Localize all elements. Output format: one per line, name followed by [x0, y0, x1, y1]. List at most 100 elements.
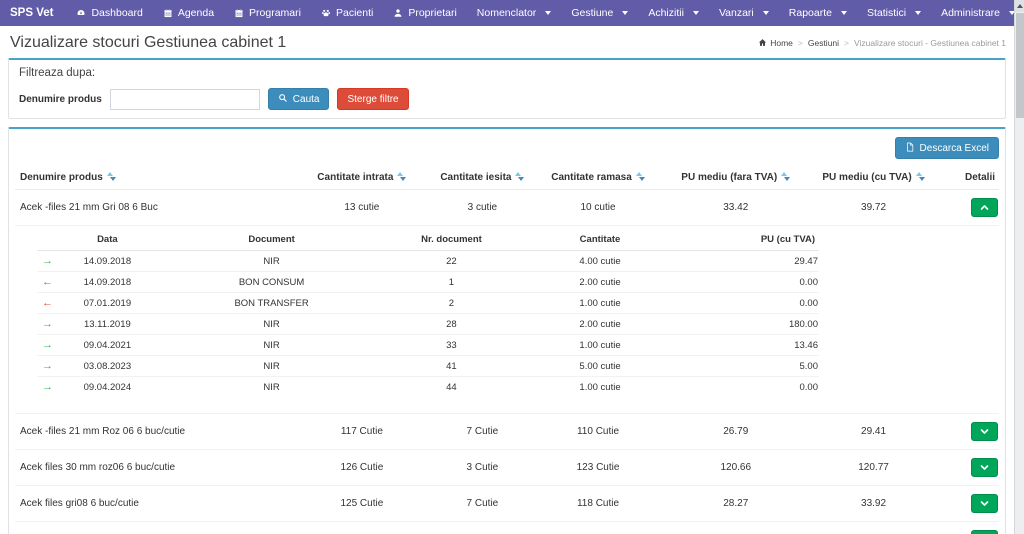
pu-net: 26.79 [654, 413, 817, 450]
column-header-cantitate-iesita[interactable]: Cantitate iesita [423, 166, 542, 190]
clear-filters-button[interactable]: Sterge filtre [337, 88, 409, 110]
qty-in: 13 cutie [300, 189, 424, 226]
direction-column [37, 229, 69, 251]
qty-in: 126 Cutie [300, 449, 424, 486]
column-header-denumire-produs[interactable]: Denumire produs [15, 166, 301, 190]
qty-left: 0 Cutie [541, 521, 655, 534]
breadcrumb-label: Vizualizare stocuri - Gestiunea cabinet … [854, 38, 1006, 48]
main-content: Vizualizare stocuri Gestiunea cabinet 1 … [0, 26, 1014, 534]
qty-out: 3 cutie [423, 189, 542, 226]
navbar-items: Dashboard Agenda Programari Pacienti Proprie… [66, 0, 1024, 26]
brand-logo[interactable]: SPS Vet [10, 7, 54, 19]
movement-qty: 5.00 cutie [506, 355, 694, 377]
sort-icon[interactable] [397, 172, 407, 181]
nav-item-vanzari[interactable]: Vanzari [709, 0, 779, 26]
nav-item-dashboard[interactable]: Dashboard [66, 0, 152, 26]
movement-row: → 09.04.2021 NIR 33 1.00 cutie 13.46 [37, 334, 819, 356]
movement-number: 2 [396, 292, 507, 314]
details-cell [930, 449, 999, 486]
column-header-label: Cantitate intrata [317, 172, 394, 183]
scrollbar-thumb[interactable] [1016, 13, 1024, 118]
movement-document: NIR [263, 255, 280, 267]
column-header-label: PU mediu (cu TVA) [822, 172, 912, 183]
detail-row: Data Document Nr. document Cantitate PU (cu … [15, 225, 999, 414]
sort-icon[interactable] [915, 172, 925, 181]
home-icon [758, 38, 767, 49]
movement-number: 41 [396, 355, 507, 377]
expand-details-button[interactable] [971, 458, 998, 477]
user-icon [393, 8, 403, 18]
search-button[interactable]: Cauta [267, 88, 330, 110]
column-header-pu-mediu-cu-tva[interactable]: PU mediu (cu TVA) [816, 166, 931, 190]
nav-item-gestiune[interactable]: Gestiune [561, 0, 638, 26]
download-excel-button[interactable]: Descarca Excel [894, 137, 999, 159]
breadcrumb-separator: > [797, 38, 803, 48]
nav-item-administrare[interactable]: Administrare [931, 0, 1024, 26]
movement-qty: 1.00 cutie [506, 376, 694, 397]
movement-column-document: Document [146, 229, 397, 251]
page-scrollbar[interactable] [1014, 0, 1024, 534]
qty-left: 110 Cutie [541, 413, 655, 450]
movement-document: NIR [146, 334, 397, 356]
collapse-details-button[interactable] [971, 198, 998, 217]
movement-document: BON TRANSFER [146, 292, 397, 314]
movement-document: NIR [146, 376, 397, 397]
movement-pu: 0.00 [693, 271, 819, 293]
product-name: Acek files25 mm roz06 6 buc/cutie [15, 521, 301, 534]
details-cell [930, 485, 999, 522]
column-header-label: Denumire produs [20, 172, 103, 183]
expand-details-button[interactable] [971, 530, 998, 534]
movement-date: 09.04.2021 [68, 334, 147, 356]
movement-row: → 13.11.2019 NIR 28 2.00 cutie 180.00 [37, 313, 819, 335]
stock-panel: Descarca Excel Denumire produs Cantitate … [8, 127, 1006, 534]
expand-details-button[interactable] [971, 494, 998, 513]
sort-icon[interactable] [635, 172, 645, 181]
movement-qty: 1.00 cutie [506, 292, 694, 314]
table-row: Acek files25 mm roz06 6 buc/cutie 2 Cutie… [15, 521, 999, 534]
breadcrumb-link-home[interactable]: Home [758, 38, 793, 49]
qty-out: 2 Cutie [423, 521, 542, 534]
column-header-cantitate-intrata[interactable]: Cantitate intrata [300, 166, 424, 190]
movement-row: → 14.09.2018 NIR 22 4.00 cutie 29.47 [37, 251, 819, 272]
column-header-label: Detalii [964, 172, 995, 183]
movement-qty: 1.00 cutie [506, 334, 694, 356]
nav-item-programari[interactable]: Programari [224, 0, 311, 26]
calendar-icon [163, 8, 173, 18]
table-row: Acek -files 21 mm Gri 08 6 Buc 13 cutie 3 … [15, 189, 999, 226]
movement-document: BON CONSUM [146, 271, 397, 293]
breadcrumb-link-gestiuni[interactable]: Gestiuni [808, 38, 839, 48]
column-header-pu-mediu-fara-tva[interactable]: PU mediu (fara TVA) [654, 166, 817, 190]
nav-item-rapoarte[interactable]: Rapoarte [779, 0, 857, 26]
movement-qty: 2.00 cutie [506, 313, 694, 335]
pu-gross: 120.77 [816, 449, 931, 486]
expand-details-button[interactable] [971, 422, 998, 441]
product-name-input[interactable] [109, 88, 260, 110]
filter-row: Denumire produs Cauta Sterge filtre [19, 88, 995, 110]
nav-item-achizitii[interactable]: Achizitii [638, 0, 709, 26]
search-icon [278, 93, 288, 106]
arrow-right-in-icon: → [42, 380, 53, 393]
sort-icon[interactable] [781, 172, 791, 181]
movement-pu: 29.47 [794, 255, 818, 267]
stock-table-body: Acek -files 21 mm Gri 08 6 Buc 13 cutie 3 … [15, 189, 999, 534]
nav-item-proprietari[interactable]: Proprietari [383, 0, 466, 26]
nav-item-statistici[interactable]: Statistici [857, 0, 931, 26]
scrollbar-up-arrow-icon[interactable] [1015, 0, 1024, 12]
file-excel-icon [905, 142, 915, 155]
column-header-detalii: Detalii [930, 166, 999, 190]
nav-item-nomenclator[interactable]: Nomenclator [467, 0, 562, 26]
movement-pu: 0.00 [693, 292, 819, 314]
nav-item-agenda[interactable]: Agenda [153, 0, 224, 26]
sort-icon[interactable] [106, 172, 116, 181]
nav-item-label: Programari [249, 7, 301, 19]
nav-item-pacienti[interactable]: Pacienti [311, 0, 383, 26]
movement-pu: 5.00 [693, 355, 819, 377]
chevron-down-icon [692, 11, 699, 15]
nav-item-label: Gestiune [571, 7, 614, 19]
column-header-cantitate-ramasa[interactable]: Cantitate ramasa [541, 166, 655, 190]
calendar-icon [234, 8, 244, 18]
column-header-label: Cantitate iesita [440, 172, 512, 183]
page-header: Vizualizare stocuri Gestiunea cabinet 1 … [0, 26, 1014, 58]
movement-date: 03.08.2023 [68, 355, 147, 377]
sort-icon[interactable] [515, 172, 525, 181]
